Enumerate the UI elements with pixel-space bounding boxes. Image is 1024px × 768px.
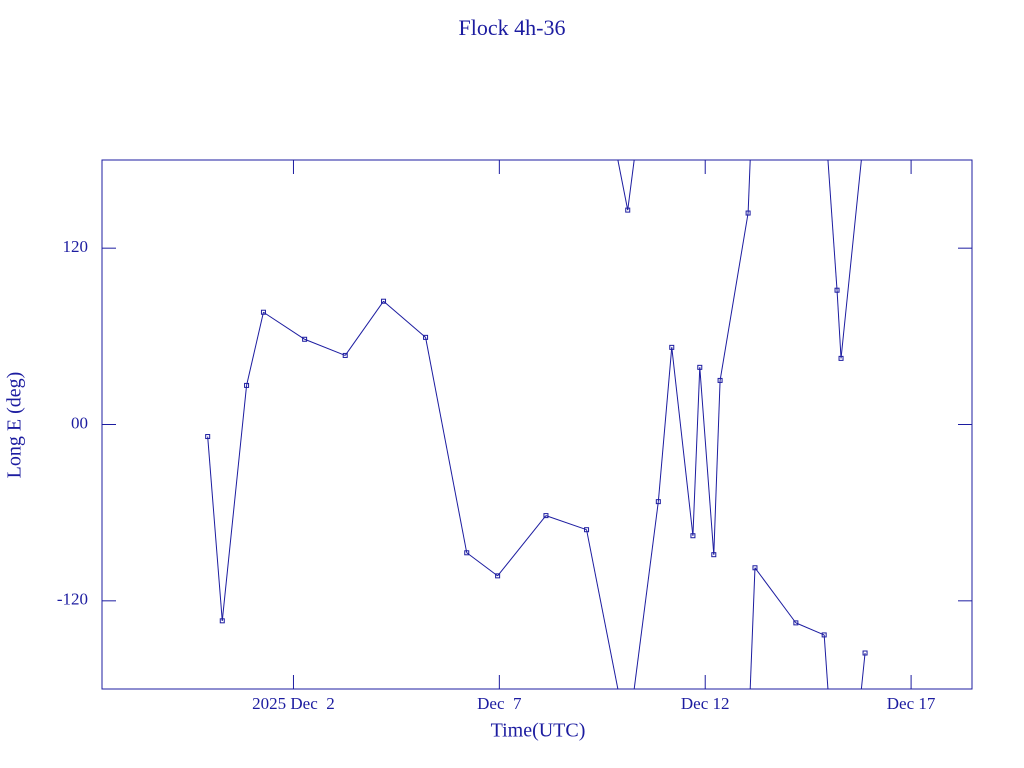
line-segment [497,515,547,577]
line-segment [657,347,673,502]
chart-title: Flock 4h-36 [459,15,566,40]
x-tick-label: 2025 Dec 2 [252,694,335,713]
x-tick-label: Dec 7 [477,694,522,713]
line-segment [627,160,635,211]
point [793,620,799,626]
line-segment [719,212,749,381]
line-segment [246,312,264,386]
x-axis-label: Time(UTC) [491,720,586,742]
point [260,309,266,315]
point [423,334,429,340]
line-segment [617,160,629,211]
point [717,377,723,383]
plot-frame [101,159,973,690]
line-segment [692,367,701,536]
point [655,499,661,505]
y-tick-label: 00 [71,413,88,432]
point [838,355,844,361]
line-segment [207,436,223,621]
line-segment [749,567,756,689]
point [342,352,348,358]
line-segment [795,622,825,636]
point [669,344,675,350]
y-tick-label: -120 [57,590,88,609]
line-segment [545,515,587,531]
line-segment [823,634,829,689]
line-segment [221,385,248,621]
point [381,298,387,304]
point [834,287,840,293]
point [205,434,211,440]
y-tick-label: 120 [63,237,89,256]
point [690,533,696,539]
point [244,382,250,388]
point [302,336,308,342]
x-tick-label: Dec 17 [887,694,936,713]
point [584,527,590,533]
line-segment [860,652,866,689]
line-segment [383,300,426,338]
line-segment [466,552,498,577]
line-segment [633,501,659,689]
point [745,210,751,216]
point [543,513,549,519]
line-segment [425,337,468,553]
y-axis-label: Long E (deg) [4,372,26,479]
point [821,632,827,638]
line-segment [344,300,384,356]
x-tick-label: Dec 12 [681,694,730,713]
point [495,573,501,579]
point [752,565,758,571]
line-segment [754,567,797,624]
point [711,552,717,558]
line-segment [671,347,694,536]
line-segment [827,160,838,291]
line-segment [699,367,715,555]
line-segment [304,338,346,356]
line-segment [836,290,842,359]
point [697,364,703,370]
point [464,550,470,556]
line-segment [747,160,751,214]
point [219,618,225,624]
line-segment [840,160,862,359]
line-segment [263,311,305,340]
point [862,650,868,656]
line-segment [713,380,721,555]
point [625,207,631,213]
line-segment [586,529,619,689]
plot-area [205,160,868,689]
